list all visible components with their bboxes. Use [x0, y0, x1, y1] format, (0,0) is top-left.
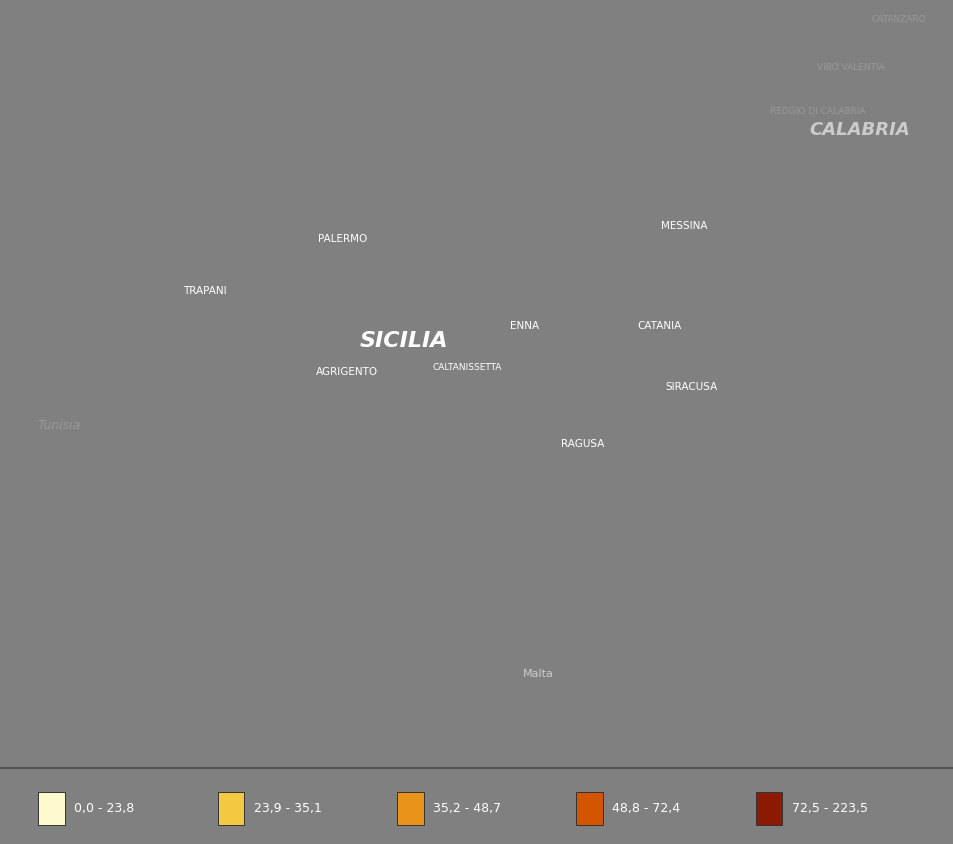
- Bar: [576, 792, 602, 825]
- Bar: [217, 792, 244, 825]
- Text: 23,9 - 35,1: 23,9 - 35,1: [253, 802, 321, 814]
- Bar: [755, 792, 781, 825]
- Text: CATANIA: CATANIA: [637, 321, 680, 331]
- Text: 72,5 - 223,5: 72,5 - 223,5: [791, 802, 867, 814]
- Text: SIRACUSA: SIRACUSA: [665, 382, 717, 392]
- Text: RAGUSA: RAGUSA: [560, 440, 603, 450]
- Text: VIBO VALENTIA: VIBO VALENTIA: [816, 62, 883, 72]
- Bar: [38, 792, 65, 825]
- Text: SICILIA: SICILIA: [359, 331, 448, 351]
- Text: 35,2 - 48,7: 35,2 - 48,7: [433, 802, 500, 814]
- Text: CALABRIA: CALABRIA: [809, 122, 909, 139]
- Text: ENNA: ENNA: [510, 321, 538, 331]
- Text: 0,0 - 23,8: 0,0 - 23,8: [74, 802, 134, 814]
- Bar: [396, 792, 423, 825]
- Text: CALTANISSETTA: CALTANISSETTA: [433, 364, 501, 372]
- Text: Malta: Malta: [522, 669, 553, 679]
- Text: PALERMO: PALERMO: [318, 235, 367, 245]
- Text: TRAPANI: TRAPANI: [183, 286, 227, 296]
- Text: REGGIO DI CALABRIA: REGGIO DI CALABRIA: [769, 106, 865, 116]
- Text: AGRIGENTO: AGRIGENTO: [315, 366, 377, 376]
- Text: CATANZARO: CATANZARO: [870, 14, 924, 24]
- Text: Tunisia: Tunisia: [38, 419, 81, 432]
- Text: MESSINA: MESSINA: [660, 221, 706, 231]
- Text: 48,8 - 72,4: 48,8 - 72,4: [612, 802, 679, 814]
